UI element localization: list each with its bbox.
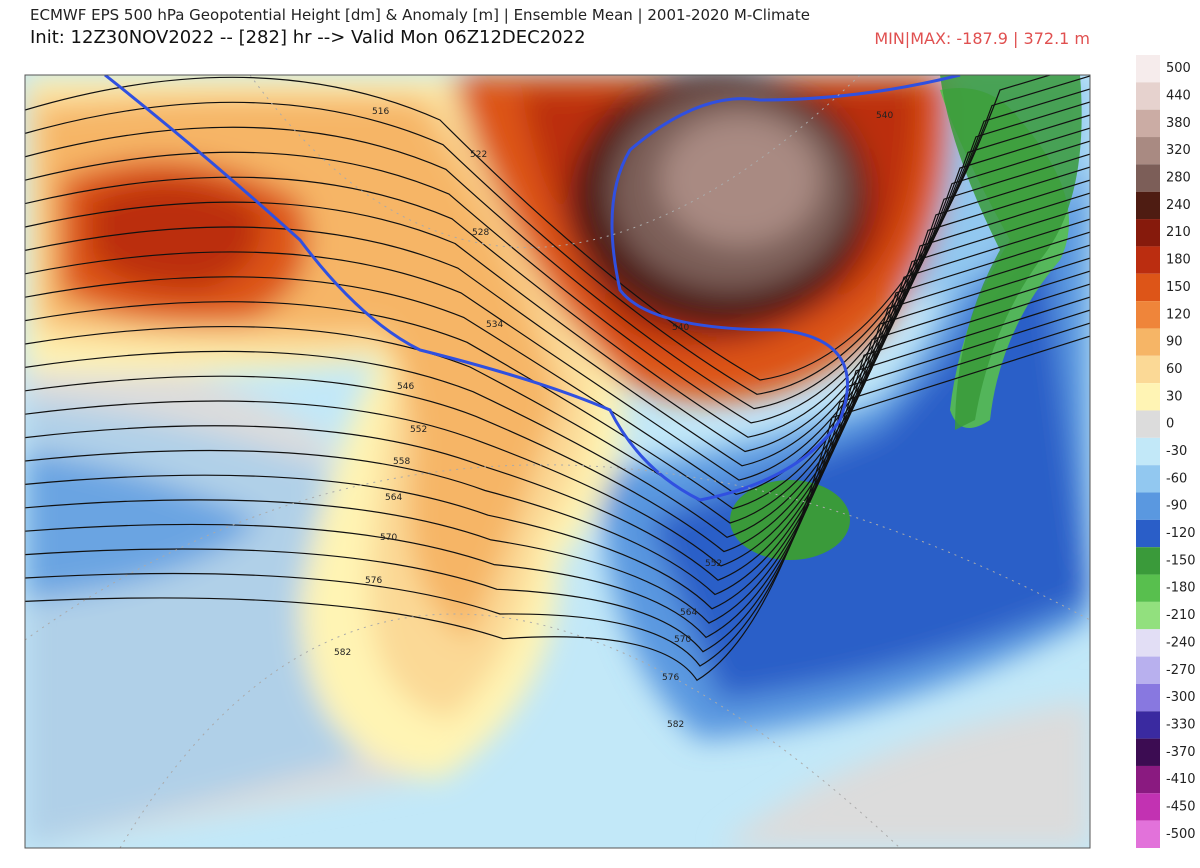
- contour-label: 564: [680, 608, 697, 618]
- colorbar-label: 60: [1166, 362, 1183, 377]
- colorbar-swatch: [1136, 793, 1160, 821]
- colorbar-swatch: [1136, 328, 1160, 356]
- colorbar-swatch: [1136, 137, 1160, 165]
- contour-label: 564: [385, 493, 402, 503]
- colorbar-swatch: [1136, 820, 1160, 848]
- min-max: MIN|MAX: -187.9 | 372.1 m: [874, 29, 1090, 48]
- colorbar-label: 440: [1166, 89, 1191, 104]
- colorbar-label: 210: [1166, 225, 1191, 240]
- colorbar-label: -120: [1166, 526, 1196, 541]
- colorbar-swatch: [1136, 519, 1160, 548]
- colorbar-label: -300: [1166, 690, 1196, 705]
- colorbar-swatch: [1136, 164, 1160, 192]
- contour-line: [25, 205, 1090, 538]
- colorbar-swatch: [1136, 109, 1160, 138]
- colorbar-label: 320: [1166, 143, 1191, 158]
- contour-label: 576: [662, 673, 679, 683]
- colorbar-swatch: [1136, 383, 1160, 411]
- contour-label: 552: [410, 425, 427, 435]
- contour-line: [25, 153, 1090, 481]
- contour-line: [25, 127, 1090, 453]
- contour-label: 528: [472, 228, 489, 238]
- colorbar-swatch: [1136, 683, 1160, 712]
- colorbar-swatch: [1136, 219, 1160, 247]
- colorbar-label: 150: [1166, 280, 1191, 295]
- contour-line: [25, 309, 1090, 653]
- contour-line: [25, 88, 1090, 410]
- colorbar-label: -240: [1166, 635, 1196, 650]
- colorbar-label: -330: [1166, 717, 1196, 732]
- colorbar-label: -150: [1166, 553, 1196, 568]
- colorbar-swatch: [1136, 765, 1160, 794]
- colorbar-label: 180: [1166, 253, 1191, 268]
- contour-label: 540: [672, 323, 689, 333]
- colorbar-swatch: [1136, 191, 1160, 220]
- colorbar-swatch: [1136, 656, 1160, 684]
- colorbar-label: -30: [1166, 444, 1187, 459]
- colorbar-swatch: [1136, 355, 1160, 384]
- colorbar-swatch: [1136, 273, 1160, 302]
- colorbar-swatch: [1136, 492, 1160, 520]
- colorbar-swatch: [1136, 437, 1160, 466]
- colorbar-label: -210: [1166, 608, 1196, 623]
- colorbar-label: 500: [1166, 61, 1191, 76]
- contour-label: 576: [365, 576, 382, 586]
- contour-label: 522: [470, 150, 487, 160]
- colorbar-label: -370: [1166, 745, 1196, 760]
- colorbar-swatch: [1136, 465, 1160, 493]
- colorbar: 500 440 380 320 280 240 210 180 150 120 90 60 30 0 -30…: [1136, 55, 1196, 848]
- map: 516 522 528 534 540 546 552 558 564 570 …: [25, 75, 1090, 848]
- contour-line: [25, 322, 1090, 667]
- contour-line: [25, 335, 1090, 682]
- contour-label: 546: [397, 382, 414, 392]
- contour-label: 582: [334, 648, 351, 658]
- title: ECMWF EPS 500 hPa Geopotential Height [d…: [30, 6, 810, 24]
- colorbar-label: 90: [1166, 335, 1183, 350]
- contour-label: 558: [393, 457, 410, 467]
- colorbar-label: -180: [1166, 581, 1196, 596]
- colorbar-label: 30: [1166, 389, 1183, 404]
- contour-line: [25, 101, 1090, 424]
- colorbar-swatch: [1136, 574, 1160, 602]
- contour-label: 552: [705, 559, 722, 569]
- colorbar-swatch: [1136, 410, 1160, 438]
- colorbar-swatch: [1136, 738, 1160, 766]
- colorbar-label: 280: [1166, 171, 1191, 186]
- colorbar-swatch: [1136, 601, 1160, 630]
- contour-label: 540: [876, 111, 893, 121]
- colorbar-label: 120: [1166, 307, 1191, 322]
- colorbar-label: -500: [1166, 827, 1196, 842]
- contour-label: 570: [674, 635, 691, 645]
- colorbar-label: 240: [1166, 198, 1191, 213]
- colorbar-swatch: [1136, 547, 1160, 575]
- colorbar-label: -410: [1166, 772, 1196, 787]
- contour-label: 570: [380, 533, 397, 543]
- contour-label: 582: [667, 720, 684, 730]
- colorbar-swatch: [1136, 711, 1160, 739]
- colorbar-label: 380: [1166, 116, 1191, 131]
- colorbar-swatch: [1136, 629, 1160, 657]
- colorbar-label: -270: [1166, 663, 1196, 678]
- colorbar-label: 0: [1166, 417, 1174, 432]
- contour-line: [25, 296, 1090, 639]
- colorbar-swatch: [1136, 246, 1160, 274]
- contour-label: 534: [486, 320, 503, 330]
- contour-label: 516: [372, 107, 389, 117]
- colorbar-swatch: [1136, 82, 1160, 110]
- colorbar-swatch: [1136, 301, 1160, 329]
- colorbar-label: -90: [1166, 499, 1187, 514]
- colorbar-label: -450: [1166, 799, 1196, 814]
- colorbar-label: -60: [1166, 471, 1187, 486]
- colorbar-swatch: [1136, 55, 1160, 83]
- subtitle: Init: 12Z30NOV2022 -- [282] hr --> Valid…: [30, 27, 586, 48]
- contour-line: [25, 114, 1090, 438]
